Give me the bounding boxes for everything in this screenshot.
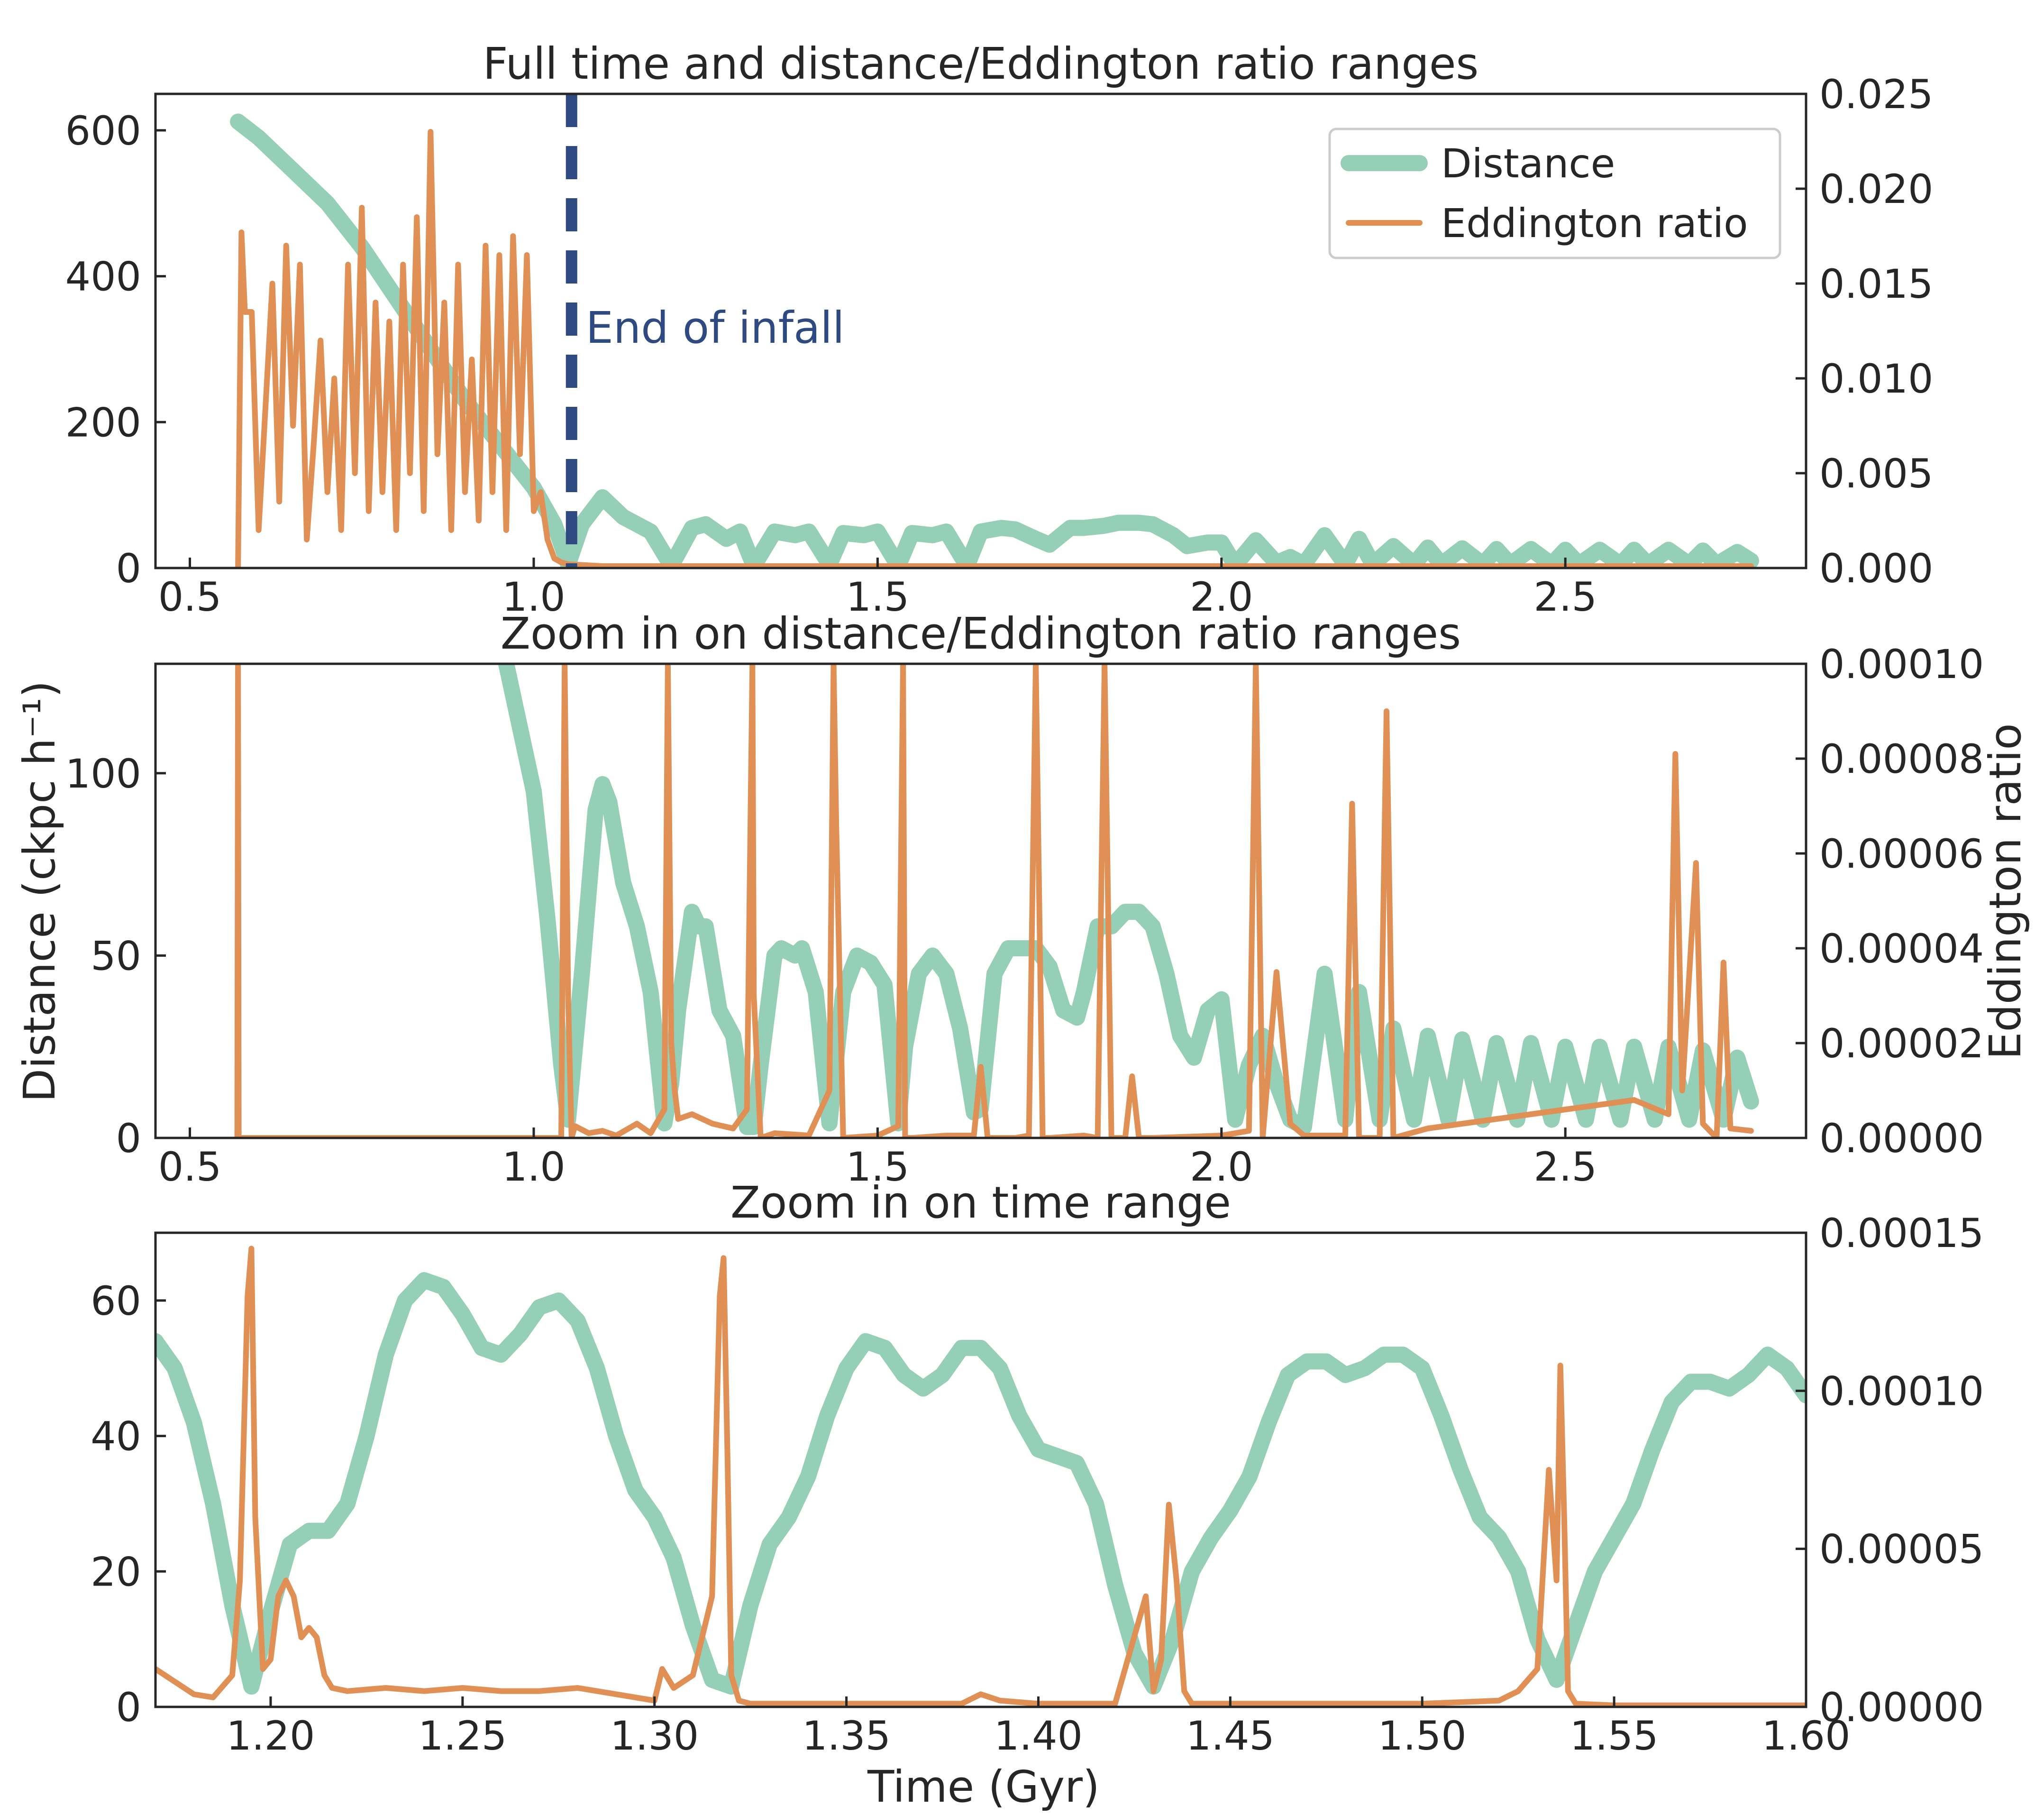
y-tick-label-right: 0.00015: [1819, 1210, 1984, 1256]
y-tick-label-right: 0.00005: [1819, 1526, 1984, 1573]
end-of-infall-label: End of infall: [586, 302, 845, 353]
y-tick-label-left: 200: [65, 399, 141, 446]
x-tick-label: 1.50: [1378, 1713, 1467, 1759]
eddington-series-line-panel-1: [235, 129, 1754, 568]
y-tick-label-left: 600: [65, 108, 141, 154]
panel-title: Full time and distance/Eddington ratio r…: [483, 38, 1479, 89]
y-tick-label-right: 0.015: [1819, 261, 1933, 307]
x-tick-label: 1.35: [802, 1713, 891, 1759]
x-tick-label: 1.45: [1186, 1713, 1275, 1759]
y-tick-label-right: 0.005: [1819, 450, 1933, 497]
y-tick-label-left: 0: [116, 1115, 141, 1162]
x-tick-label: 0.5: [158, 574, 222, 620]
distance-series-line-panel-3: [155, 1272, 1806, 1695]
y-tick-label-left: 50: [91, 933, 141, 979]
y-tick-label-right: 0.00000: [1819, 1115, 1984, 1162]
y-tick-label-right: 0.00000: [1819, 1684, 1984, 1731]
y-tick-label-right: 0.00006: [1819, 831, 1984, 877]
x-axis-label: Time (Gyr): [867, 1761, 1100, 1812]
panel-frame: [154, 92, 1807, 569]
y-tick-label-left: 40: [91, 1413, 141, 1460]
legend-label: Distance: [1441, 140, 1615, 187]
panel-2: 0.5 1.0 1.5 2.0 2.5 0 50 100 0.00000 0.00002 0.000…: [65, 608, 1984, 1190]
y-axis-label-right: Eddington ratio: [1980, 723, 2031, 1059]
x-tick-label: 1.30: [610, 1713, 699, 1759]
legend-box: [1328, 128, 1781, 259]
y-tick-label-right: 0.00008: [1819, 736, 1984, 782]
y-tick-label-right: 0.00004: [1819, 926, 1984, 972]
y-tick-label-right: 0.000: [1819, 545, 1933, 592]
y-tick-label-left: 0: [116, 545, 141, 592]
y-tick-label-right: 0.00002: [1819, 1020, 1984, 1067]
x-tick-label: 1.55: [1570, 1713, 1659, 1759]
y-tick-label-right: 0.010: [1819, 356, 1933, 402]
eddington-series-line-panel-3: [155, 1246, 1806, 1707]
panel-frame: [154, 662, 1807, 1139]
panel-title: Zoom in on time range: [730, 1177, 1231, 1228]
legend: Distance Eddington ratio: [1328, 128, 1781, 259]
y-tick-label-right: 0.00010: [1819, 641, 1984, 688]
panel-frame: [154, 1231, 1807, 1708]
y-tick-label-right: 0.020: [1819, 166, 1933, 212]
y-tick-label-right: 0.00010: [1819, 1368, 1984, 1414]
x-tick-label: 1.60: [1761, 1713, 1850, 1759]
x-tick-label: 1.5: [846, 1144, 910, 1190]
panel-title: Zoom in on distance/Eddington ratio rang…: [501, 608, 1461, 659]
x-tick-label: 2.5: [1533, 574, 1597, 620]
x-tick-label: 1.20: [226, 1713, 315, 1759]
y-axis-label-left: Distance (ckpc h⁻¹): [14, 680, 65, 1102]
x-tick-label: 1.0: [502, 1144, 566, 1190]
y-tick-label-left: 60: [91, 1278, 141, 1324]
x-tick-label: 2.0: [1190, 1144, 1253, 1190]
legend-label: Eddington ratio: [1441, 200, 1748, 247]
panel-1: End of infall 0.5 1.0 1.5 2.0 2.5 0 200 400 600 0.…: [65, 38, 1934, 620]
x-tick-label: 1.0: [502, 574, 566, 620]
y-tick-label-right: 0.025: [1819, 71, 1933, 118]
x-tick-label: 1.25: [418, 1713, 507, 1759]
distance-series-line-panel-2: [498, 664, 1759, 1135]
y-tick-label-left: 20: [91, 1549, 141, 1595]
x-tick-label: 2.5: [1533, 1144, 1597, 1190]
x-tick-label: 1.40: [994, 1713, 1083, 1759]
y-tick-label-left: 0: [116, 1684, 141, 1731]
x-tick-label: 2.0: [1190, 574, 1253, 620]
x-tick-label: 0.5: [158, 1144, 222, 1190]
x-tick-label: 1.5: [846, 574, 910, 620]
distance-series-line-panel-1: [230, 113, 1759, 568]
eddington-series-line-panel-2: [234, 664, 1754, 1138]
panel-3: 1.20 1.25 1.30 1.35 1.40 1.45 1.50 1.55 1.60 0 20 4…: [91, 1177, 1984, 1759]
y-tick-label-left: 400: [65, 254, 141, 300]
y-tick-label-left: 100: [65, 751, 141, 797]
